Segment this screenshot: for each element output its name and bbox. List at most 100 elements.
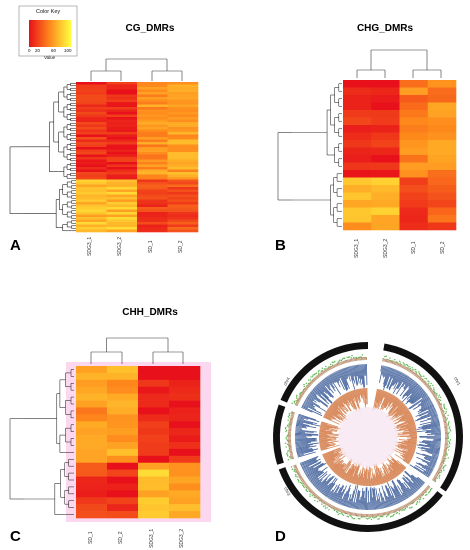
track-bar-orange [377, 467, 384, 484]
heatmap-cell [399, 117, 429, 126]
heatmap-cell [169, 379, 201, 388]
heatmap-cell [107, 414, 139, 422]
track-band [300, 478, 304, 481]
track-bar-orange [324, 414, 332, 419]
track-dot [300, 482, 303, 485]
track-bar-blue [315, 386, 333, 403]
track-bar-blue [396, 479, 410, 498]
track-bar-blue [345, 500, 349, 507]
track-bar-blue [301, 458, 321, 469]
heatmap-cell [76, 428, 108, 436]
track-bar-orange [319, 441, 334, 445]
track-dot [413, 369, 415, 371]
track-bar-blue [298, 413, 316, 421]
track-band [353, 358, 355, 362]
heatmap-cell [138, 476, 170, 484]
track-bar-blue [316, 384, 325, 393]
track-bar-orange [387, 399, 401, 415]
heatmap-cell [137, 134, 168, 138]
track-dot [285, 429, 288, 432]
track-band [396, 508, 399, 512]
heatmap-cell [167, 169, 199, 173]
track-band [335, 507, 338, 511]
track-bar-orange [323, 416, 332, 421]
track-bar-blue [316, 478, 328, 490]
track-bar-orange [400, 415, 413, 422]
heatmap-cell [76, 184, 107, 188]
track-bar-orange [330, 405, 347, 420]
heatmap-cell [167, 229, 199, 233]
track-dot [443, 407, 446, 410]
track-bar-blue [361, 491, 364, 510]
track-dot [299, 392, 302, 394]
track-bar-blue [327, 489, 334, 499]
heatmap-cell [167, 129, 199, 133]
track-bar-orange [388, 454, 406, 470]
track-bar-orange [377, 390, 384, 407]
track-band [427, 485, 431, 488]
track-bar-orange [389, 464, 399, 477]
track-bar-blue [419, 441, 441, 445]
track-bar-blue [342, 368, 348, 380]
track-dot [443, 465, 446, 467]
heatmap-cell [106, 89, 138, 93]
track-bar-blue [386, 482, 398, 505]
track-bar-blue [380, 365, 383, 372]
heatmap-cell [343, 155, 372, 163]
track-dot [449, 426, 451, 428]
heatmap-cell [371, 117, 400, 126]
heatmap-cell [76, 152, 107, 155]
heatmap-cell [399, 132, 429, 141]
heatmap-cell [137, 112, 168, 115]
track-bar-blue [415, 407, 436, 417]
track-bar-orange [320, 422, 342, 430]
heatmap-cell [427, 170, 457, 178]
track-bar-orange [335, 400, 342, 408]
track-dot [418, 371, 420, 373]
track-band [346, 359, 348, 363]
track-dot [310, 376, 312, 378]
track-band [333, 364, 336, 368]
heatmap-cell [137, 164, 168, 168]
heatmap-cell [137, 199, 168, 203]
heatmap-cell [137, 197, 168, 200]
chromosome-ideogram-2 [278, 467, 443, 532]
track-bar-orange [392, 448, 413, 460]
track-bar-blue [336, 492, 343, 504]
track-band [441, 412, 445, 414]
heatmap-cell [137, 114, 168, 118]
track-bar-blue [378, 498, 381, 510]
heatmap-cell [167, 184, 199, 188]
heatmap-cell [167, 102, 199, 105]
track-bar-orange [383, 391, 387, 398]
heatmap-cell [106, 214, 138, 218]
track-band [291, 413, 295, 416]
heatmap-cell [76, 162, 107, 165]
track-band [343, 510, 346, 514]
track-bar-orange [339, 459, 353, 478]
track-bar-orange [398, 441, 417, 446]
heatmap-cell [343, 200, 372, 208]
track-bar-blue [295, 440, 318, 443]
track-band [387, 511, 390, 515]
track-band [385, 359, 388, 363]
track-bar-orange [372, 475, 376, 486]
track-bar-orange [400, 463, 406, 469]
track-bar-blue [319, 381, 335, 398]
track-band [424, 383, 428, 386]
heatmap-cell [137, 109, 168, 113]
heatmap-cell [76, 219, 107, 223]
track-dot [296, 397, 298, 400]
track-band [434, 474, 438, 478]
heatmap-cell [76, 177, 107, 180]
heatmap-cell [106, 159, 138, 163]
track-bar-blue [404, 377, 411, 385]
track-bar-blue [319, 475, 335, 493]
track-dot [329, 363, 332, 366]
track-bar-orange [331, 460, 343, 471]
heatmap-cell [167, 94, 199, 98]
track-bar-blue [385, 485, 394, 506]
track-bar-blue [415, 464, 431, 475]
heatmap-cell [106, 99, 138, 103]
heatmap-cell [137, 82, 168, 85]
